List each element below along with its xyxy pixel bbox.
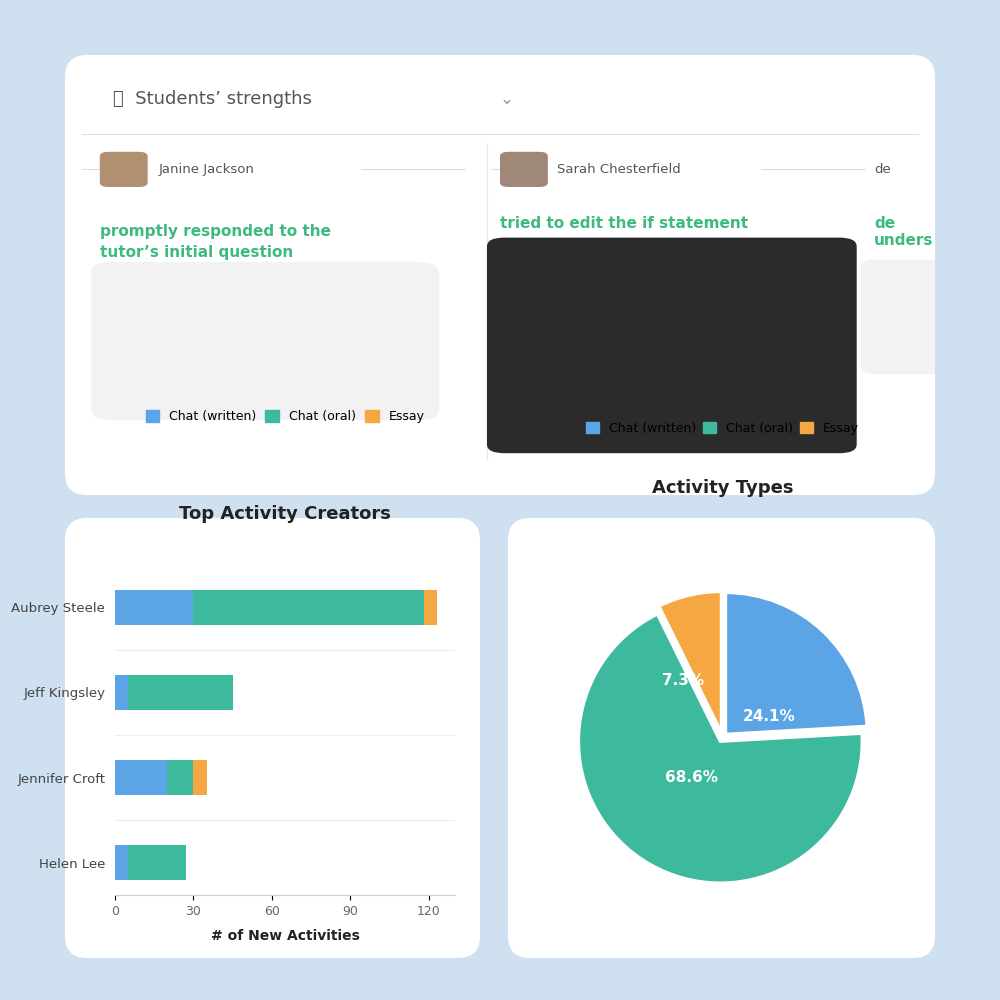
- Legend: Chat (written), Chat (oral), Essay: Chat (written), Chat (oral), Essay: [140, 405, 430, 428]
- Title: Activity Types: Activity Types: [652, 479, 793, 497]
- FancyBboxPatch shape: [91, 262, 439, 420]
- Text: It was one of the first in the
Western Hemisphere, right?: It was one of the first in the Western H…: [122, 295, 326, 332]
- Bar: [193, 590, 424, 625]
- Text: de: de: [874, 163, 891, 176]
- FancyBboxPatch shape: [100, 152, 148, 187]
- Bar: [167, 760, 193, 795]
- Bar: [115, 590, 193, 625]
- Text: 68.6%: 68.6%: [665, 770, 718, 785]
- Bar: [128, 675, 233, 710]
- Text: public class Main {
    public static void
main(String[] args) {
        int i =: public class Main { public static void m…: [504, 268, 661, 340]
- Text: ⌄: ⌄: [500, 90, 514, 108]
- Text: de
unders: de unders: [874, 216, 933, 248]
- Bar: [115, 845, 128, 880]
- Text: Sarah Chesterfield: Sarah Chesterfield: [557, 163, 680, 176]
- Wedge shape: [725, 592, 867, 734]
- Bar: [115, 675, 128, 710]
- FancyBboxPatch shape: [487, 238, 857, 453]
- Text: 👥  Students’ strengths: 👥 Students’ strengths: [113, 90, 312, 108]
- X-axis label: # of New Activities: # of New Activities: [211, 929, 359, 943]
- Bar: [424, 590, 437, 625]
- FancyBboxPatch shape: [861, 260, 957, 374]
- Text: 24.1%: 24.1%: [743, 709, 796, 724]
- Text: tried to edit the if statement: tried to edit the if statement: [500, 216, 748, 231]
- Text: java: java: [504, 246, 529, 256]
- Bar: [115, 760, 167, 795]
- Legend: Chat (written), Chat (oral), Essay: Chat (written), Chat (oral), Essay: [581, 417, 864, 440]
- Wedge shape: [578, 614, 862, 883]
- Bar: [128, 845, 186, 880]
- FancyBboxPatch shape: [500, 152, 548, 187]
- Text: promptly responded to the
tutor’s initial question: promptly responded to the tutor’s initia…: [100, 224, 331, 260]
- Title: Top Activity Creators: Top Activity Creators: [179, 505, 391, 523]
- Bar: [193, 760, 207, 795]
- Text: i thin
prop
out o: i thin prop out o: [870, 275, 898, 313]
- Text: 7.3%: 7.3%: [662, 673, 704, 688]
- Wedge shape: [659, 591, 722, 733]
- Text: 📋 Copy: 📋 Copy: [774, 246, 810, 256]
- Text: Janine Jackson: Janine Jackson: [159, 163, 255, 176]
